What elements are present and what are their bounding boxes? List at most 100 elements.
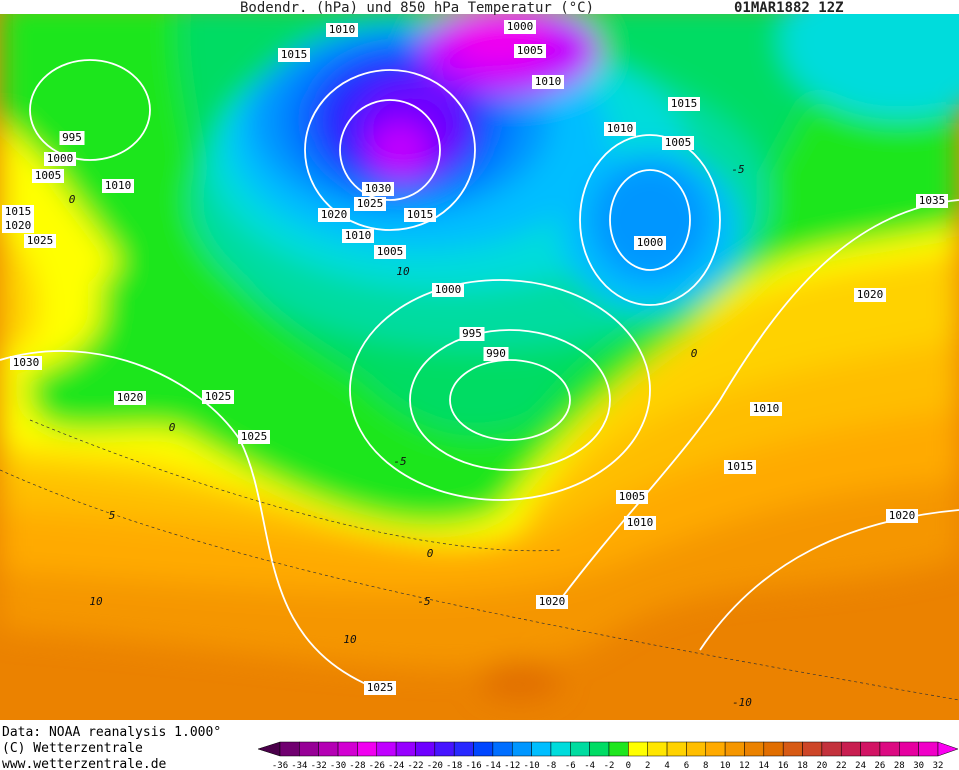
temperature-label: 10 xyxy=(89,595,103,608)
isobar-label-bg xyxy=(624,516,656,530)
colorbar-label: 12 xyxy=(739,761,750,770)
colorbar-bin xyxy=(589,741,610,757)
isobar-label-bg xyxy=(59,131,85,145)
temperature-label: 10 xyxy=(343,633,357,646)
temperature-label: -10 xyxy=(732,696,752,709)
isobar-label: 1000 xyxy=(637,236,664,249)
temperature-label: 0 xyxy=(169,421,176,434)
colorbar-bin xyxy=(744,741,765,757)
colorbar-label: 22 xyxy=(836,761,847,770)
colorbar-label: -34 xyxy=(291,761,307,770)
isobar-label-bg xyxy=(854,288,886,302)
colorbar-bin xyxy=(473,741,494,757)
colorbar-label: -8 xyxy=(546,761,557,770)
isobar-label-bg xyxy=(604,122,636,136)
colorbar-label: -20 xyxy=(427,761,443,770)
colorbar-bin xyxy=(415,741,436,757)
isobar-label: 1010 xyxy=(535,75,562,88)
isobar-label-bg xyxy=(886,509,918,523)
colorbar-bin xyxy=(492,741,513,757)
colorbar-label: 28 xyxy=(894,761,905,770)
colorbar-label: -30 xyxy=(330,761,346,770)
colorbar-label: 26 xyxy=(875,761,886,770)
temperature-label: 5 xyxy=(109,509,116,522)
isobar-label-bg xyxy=(202,390,234,404)
isobar-label: 1000 xyxy=(47,152,74,165)
isobar-label-bg xyxy=(532,75,564,89)
colorbar-bin xyxy=(279,741,300,757)
isobar-label-bg xyxy=(278,48,310,62)
colorbar-bin xyxy=(628,741,648,757)
colorbar-label: -36 xyxy=(272,761,288,770)
isobar-label-bg xyxy=(318,208,350,222)
isobar-label-bg xyxy=(238,430,270,444)
isobar-label-bg xyxy=(44,152,76,166)
isobar-label: 1025 xyxy=(241,430,268,443)
isobar-label: 1030 xyxy=(365,182,392,195)
isobar-label: 1020 xyxy=(539,595,566,608)
colorbar-arrow xyxy=(937,741,959,757)
isobar-label: 1005 xyxy=(665,136,692,149)
colorbar-label: 16 xyxy=(778,761,789,770)
isobar-label-bg xyxy=(432,283,464,297)
colorbar-label: 6 xyxy=(684,761,689,770)
isobar-label-bg xyxy=(102,179,134,193)
colorbar-bin xyxy=(879,741,900,757)
colorbar-label: -16 xyxy=(465,761,481,770)
colorbar-bin xyxy=(570,741,590,757)
colorbar-bin xyxy=(821,741,842,757)
isobar-label: 1000 xyxy=(507,20,534,33)
colorbar-label: 4 xyxy=(664,761,669,770)
isobar-label-bg xyxy=(916,194,948,208)
colorbar-label: 0 xyxy=(626,761,631,770)
isobar-label: 1005 xyxy=(517,44,544,57)
isobar-label: 1005 xyxy=(35,169,62,182)
colorbar-bin xyxy=(550,741,571,757)
colorbar-bin xyxy=(357,741,378,757)
isobar-label-bg xyxy=(326,23,358,37)
footer-line: (C) Wetterzentrale xyxy=(2,741,143,756)
colorbar-bin xyxy=(376,741,397,757)
colorbar-label: -14 xyxy=(485,761,501,770)
temperature-label: 10 xyxy=(396,265,410,278)
colorbar-label: 10 xyxy=(720,761,731,770)
colorbar-bin xyxy=(647,741,668,757)
isobar-label: 1010 xyxy=(627,516,654,529)
colorbar-bin xyxy=(531,741,552,757)
isobar-label-bg xyxy=(114,391,146,405)
colorbar-bin xyxy=(686,741,707,757)
colorbar-bin xyxy=(840,741,861,757)
isobar-label-bg xyxy=(362,182,394,196)
colorbar-bin xyxy=(395,741,416,757)
temperature-label: 0 xyxy=(427,547,434,560)
colorbar-label: -4 xyxy=(584,761,595,770)
isobar-label-bg xyxy=(662,136,694,150)
colorbar-label: 24 xyxy=(855,761,866,770)
colorbar-bin xyxy=(763,741,784,757)
isobar-label-bg xyxy=(354,197,386,211)
colorbar-label: 20 xyxy=(816,761,827,770)
isobar-label-bg xyxy=(24,234,56,248)
colorbar-label: -12 xyxy=(504,761,520,770)
isobar-label: 1020 xyxy=(117,391,144,404)
colorbar-bin xyxy=(918,741,939,757)
colorbar-bin xyxy=(666,741,687,757)
colorbar-label: 32 xyxy=(933,761,944,770)
isobar-label: 1015 xyxy=(281,48,308,61)
isobar-label: 1005 xyxy=(377,245,404,258)
isobar-label-bg xyxy=(536,595,568,609)
isobar-label: 1010 xyxy=(105,179,132,192)
colorbar-label: 14 xyxy=(758,761,769,770)
colorbar-label: 2 xyxy=(645,761,650,770)
isobar-label-bg xyxy=(514,44,546,58)
colorbar-label: -26 xyxy=(369,761,385,770)
colorbar: -36 -34 -32 -30 -28 -26 -24 -22 -20 -18 -16 -14 -12-… xyxy=(257,741,959,770)
isobar-label-bg xyxy=(342,229,374,243)
temperature-label: -5 xyxy=(417,595,430,608)
isobar-label: 1015 xyxy=(727,460,754,473)
isobar-label: 1015 xyxy=(407,208,434,221)
isobar-label: 1025 xyxy=(205,390,232,403)
isobar-label: 1025 xyxy=(367,681,394,694)
